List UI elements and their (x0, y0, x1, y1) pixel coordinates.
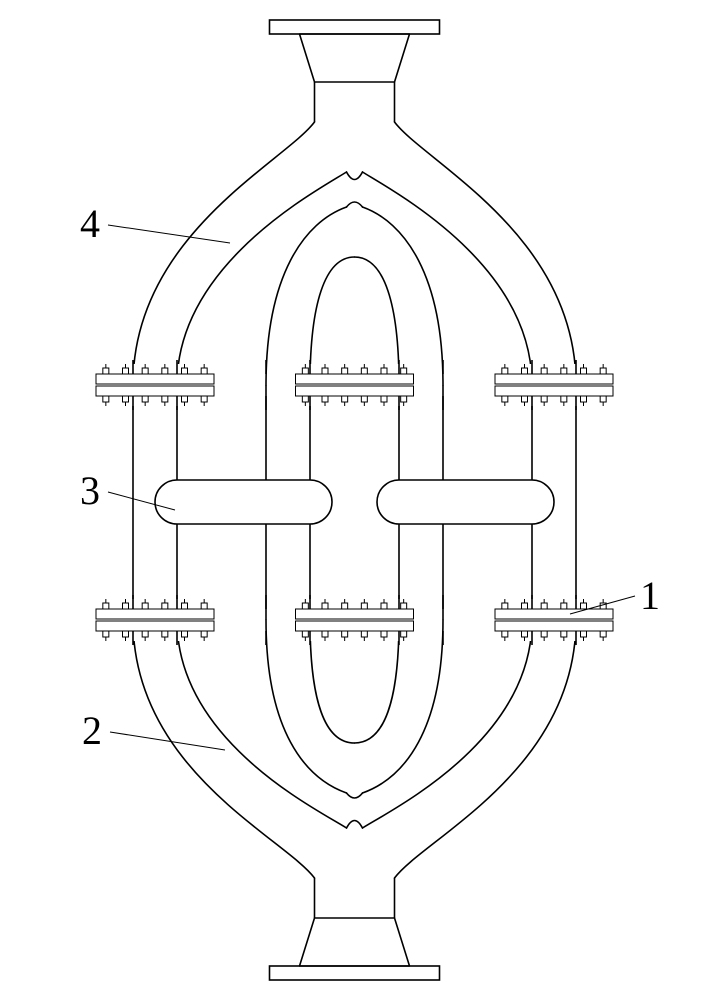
callout-4: 4 (80, 200, 100, 247)
callout-3: 3 (80, 467, 100, 514)
bolted-flange-joint (92, 599, 218, 641)
bolted-flange-joint (491, 364, 617, 406)
pipe-manifold-diagram (0, 0, 709, 1000)
bolted-flange-joint (92, 364, 218, 406)
callout-1: 1 (640, 572, 660, 619)
bolted-flange-joint (491, 599, 617, 641)
callout-2: 2 (82, 707, 102, 754)
